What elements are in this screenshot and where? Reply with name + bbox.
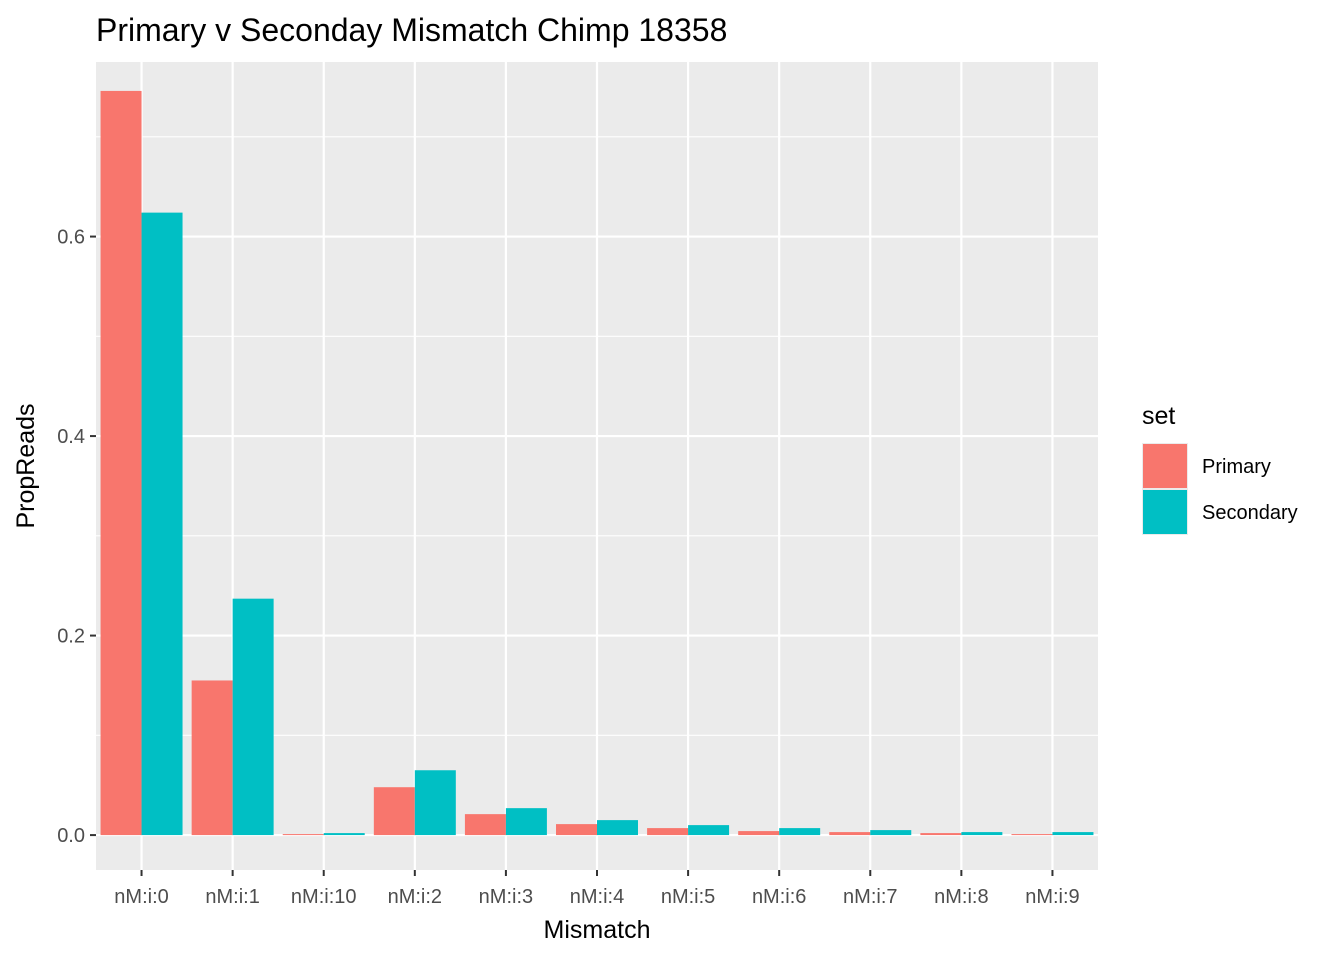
legend-label-secondary: Secondary [1202, 502, 1298, 524]
x-tick-label: nM:i:5 [661, 886, 715, 908]
bar-primary-nm-i-8 [920, 833, 962, 836]
y-tick-label: 0.6 [57, 227, 85, 249]
bar-primary-nm-i-3 [464, 814, 506, 836]
x-tick-label: nM:i:1 [205, 886, 259, 908]
y-axis: 0.0 0.2 0.4 0.6 [57, 227, 96, 847]
bar-secondary-nm-i-0 [141, 212, 183, 836]
bar-primary-nm-i-6 [738, 831, 780, 836]
legend-label-primary: Primary [1202, 456, 1271, 478]
bar-primary-nm-i-1 [191, 680, 233, 836]
x-tick-label: nM:i:0 [114, 886, 168, 908]
bar-primary-nm-i-0 [100, 90, 142, 836]
x-tick-label: nM:i:2 [388, 886, 442, 908]
x-tick-label: nM:i:8 [934, 886, 988, 908]
bars [100, 90, 1094, 836]
y-tick-label: 0.2 [57, 626, 85, 648]
bar-secondary-nm-i-3 [505, 808, 547, 836]
x-tick-label: nM:i:10 [291, 886, 357, 908]
bar-primary-nm-i-7 [829, 832, 871, 836]
bar-primary-nm-i-10 [282, 834, 324, 836]
y-axis-title: PropReads [12, 403, 40, 528]
bar-primary-nm-i-2 [373, 787, 415, 836]
bar-secondary-nm-i-5 [688, 825, 730, 836]
legend: set Primary Secondary [1142, 402, 1298, 535]
bar-secondary-nm-i-2 [414, 770, 456, 836]
bar-secondary-nm-i-7 [870, 830, 912, 836]
bar-secondary-nm-i-1 [232, 598, 274, 836]
x-axis-title: Mismatch [544, 916, 651, 944]
y-tick-label: 0.4 [57, 426, 85, 448]
bar-secondary-nm-i-10 [323, 833, 365, 836]
y-tick-label: 0.0 [57, 825, 85, 847]
bar-secondary-nm-i-6 [779, 828, 821, 836]
chart-title: Primary v Seconday Mismatch Chimp 18358 [96, 12, 727, 48]
bar-secondary-nm-i-8 [961, 832, 1003, 836]
x-tick-label: nM:i:7 [843, 886, 897, 908]
x-tick-label: nM:i:6 [752, 886, 806, 908]
bar-secondary-nm-i-4 [597, 820, 638, 836]
legend-key-secondary [1143, 490, 1187, 534]
x-tick-label: nM:i:3 [479, 886, 533, 908]
bar-secondary-nm-i-9 [1052, 832, 1094, 836]
x-axis: nM:i:0 nM:i:1 nM:i:10 nM:i:2 nM:i:3 nM:i:4 nM:… [114, 870, 1080, 908]
x-tick-label: nM:i:4 [570, 886, 624, 908]
bar-primary-nm-i-5 [647, 828, 689, 836]
legend-key-primary [1143, 444, 1187, 488]
x-tick-label: nM:i:9 [1025, 886, 1079, 908]
bar-primary-nm-i-4 [556, 824, 597, 836]
bar-primary-nm-i-9 [1011, 834, 1053, 836]
legend-title: set [1142, 402, 1175, 430]
